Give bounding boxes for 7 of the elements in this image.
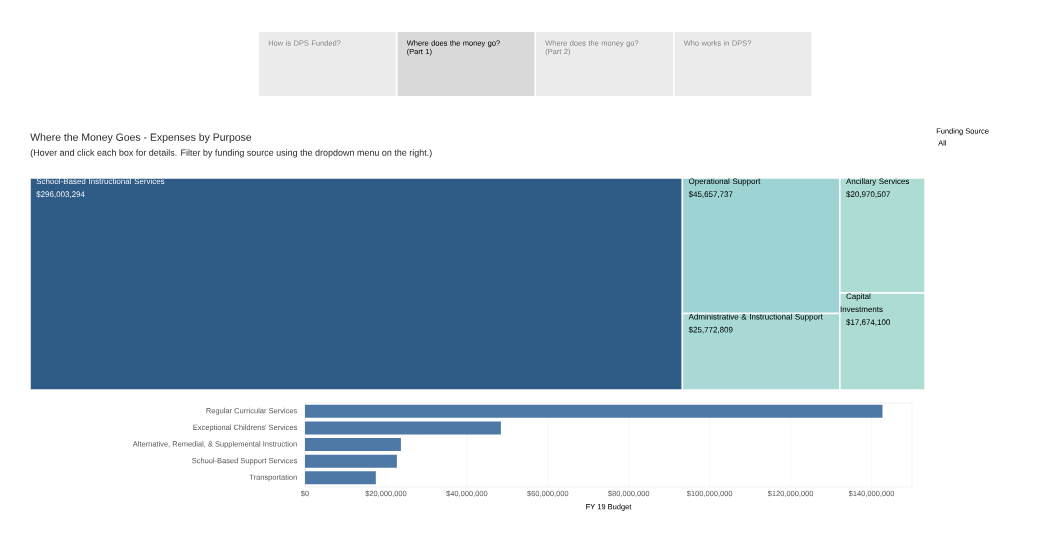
bar [305, 454, 397, 468]
bar [305, 471, 376, 485]
text: (Hover and click each box for details. Filter by funding source using the dropdown menu on the right.) [30, 149, 432, 158]
bar [305, 421, 501, 435]
text: Where the Money Goes - Expenses by Purpose [30, 133, 252, 143]
bar [305, 404, 883, 418]
bar [305, 438, 401, 452]
